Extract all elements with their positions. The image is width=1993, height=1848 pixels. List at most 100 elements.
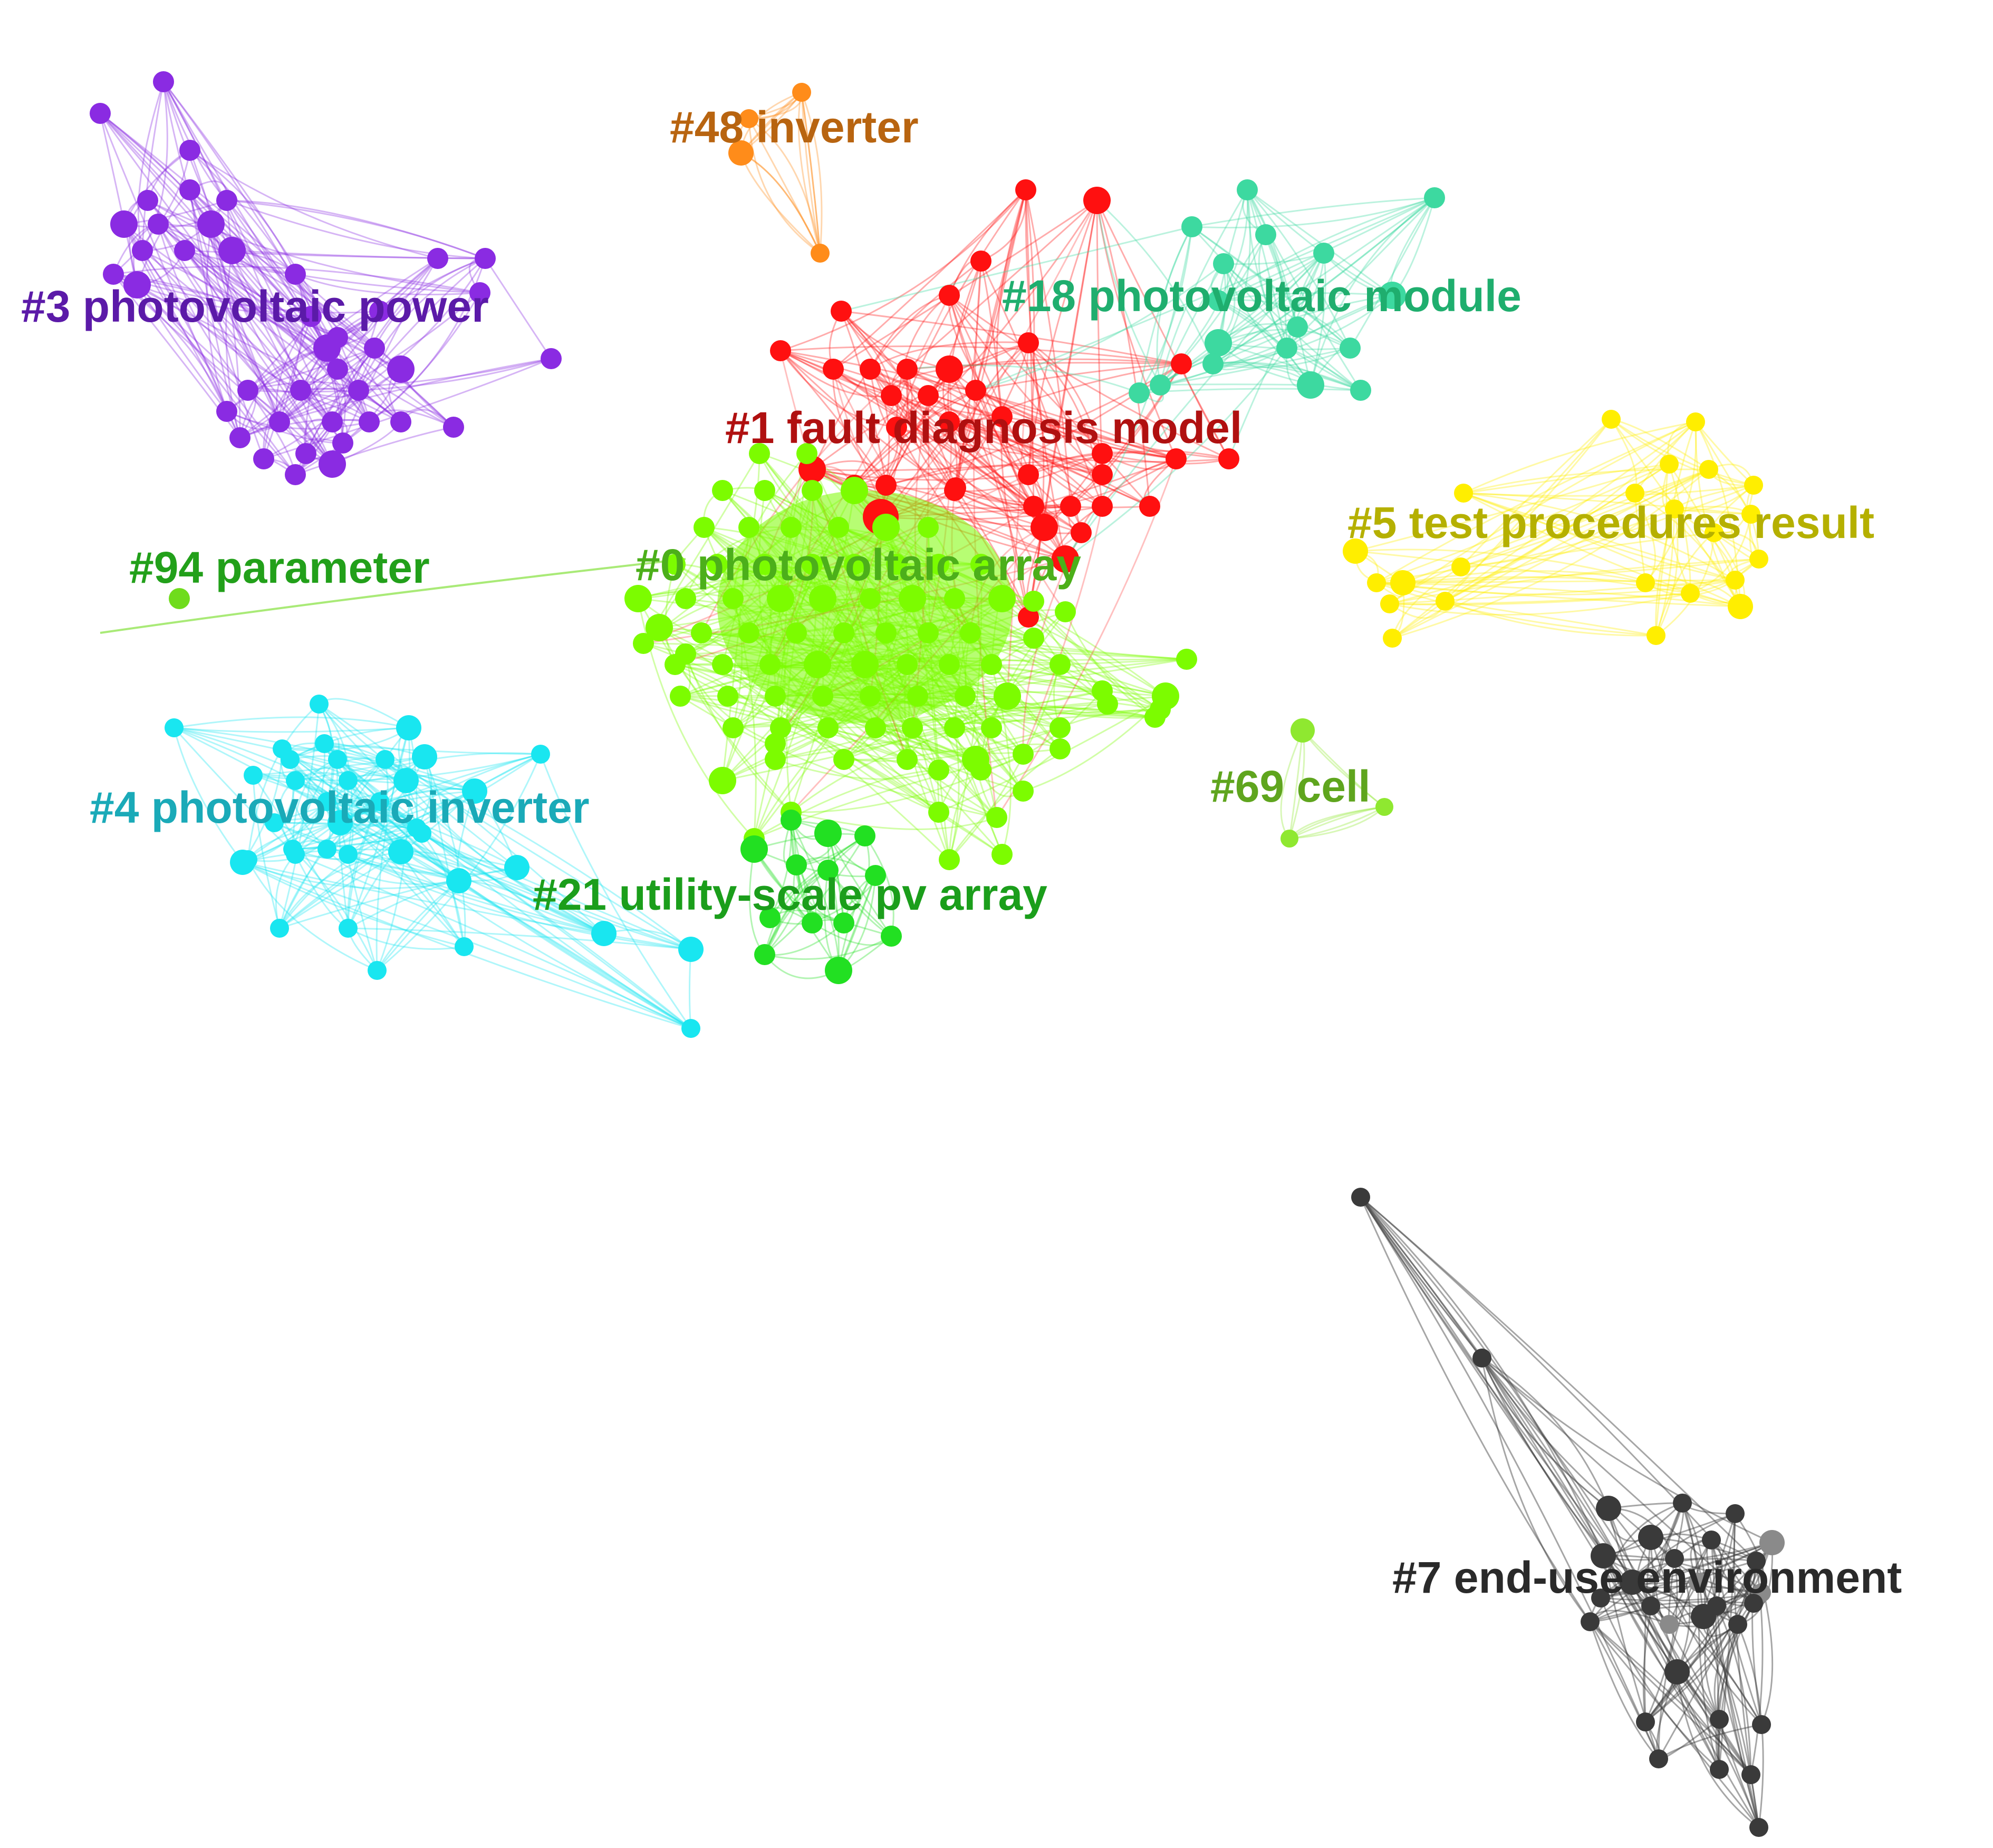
network-edge <box>384 758 691 950</box>
network-edge <box>1096 200 1161 386</box>
network-node-c1 <box>939 285 960 306</box>
network-node-c0 <box>833 622 854 643</box>
network-node-c0 <box>749 443 770 464</box>
network-edge <box>1286 294 1393 349</box>
network-node-c0 <box>918 517 939 538</box>
network-edge <box>675 663 782 729</box>
network-edge <box>975 197 1435 391</box>
node-layer <box>90 71 1785 1837</box>
network-edge <box>1602 1555 1760 1828</box>
network-edge <box>318 704 604 935</box>
network-node-c1 <box>1083 187 1111 214</box>
network-edge <box>99 113 241 438</box>
network-edge <box>948 369 1029 618</box>
network-edge <box>948 189 1027 296</box>
network-edge <box>189 149 296 275</box>
network-edge <box>1217 189 1249 301</box>
network-edge <box>949 421 1150 507</box>
network-node-c5 <box>1665 499 1684 518</box>
network-edge <box>1222 263 1312 386</box>
network-node-c21 <box>854 825 875 846</box>
network-node-c1 <box>970 251 991 272</box>
network-edge <box>1634 492 1741 607</box>
network-edge <box>797 92 821 254</box>
network-edge <box>384 758 691 950</box>
network-edge <box>996 189 1027 417</box>
network-node-c18 <box>1313 243 1334 264</box>
network-edge <box>1600 1585 1762 1599</box>
network-node-c1 <box>886 417 907 438</box>
network-edge <box>1658 1724 1762 1760</box>
network-edge <box>1376 582 1657 637</box>
network-edge <box>1360 1197 1633 1583</box>
network-node-c0 <box>754 480 775 501</box>
network-edge <box>242 861 465 948</box>
network-edge <box>1645 558 1759 586</box>
network-edge <box>727 695 939 771</box>
network-edge <box>358 257 486 391</box>
network-edge <box>1463 484 1754 497</box>
network-node-c1 <box>860 359 881 380</box>
network-node-c0 <box>988 585 1016 612</box>
network-edge <box>779 350 887 486</box>
network-edge <box>423 756 466 947</box>
network-edge <box>292 832 422 850</box>
network-edge <box>1600 1597 1720 1770</box>
network-node-c7 <box>1710 1710 1729 1729</box>
network-node-c0 <box>759 654 781 675</box>
network-edge <box>1191 226 1351 349</box>
network-edge <box>292 790 475 850</box>
network-edge <box>348 853 691 950</box>
network-node-c18 <box>1181 216 1202 237</box>
network-node-c1 <box>1052 545 1079 573</box>
network-node-c1 <box>881 385 902 406</box>
network-edge <box>1655 421 1697 636</box>
network-edge <box>1096 199 1214 364</box>
network-node-c7 <box>1741 1765 1760 1784</box>
network-node-c21 <box>881 926 902 947</box>
network-edge <box>864 835 894 937</box>
network-node-c5 <box>1383 629 1402 648</box>
network-edge <box>282 748 460 882</box>
network-edge <box>99 113 370 422</box>
network-edge <box>780 350 1035 507</box>
network-edge <box>928 394 1103 507</box>
cluster-label-7: #7 end-use environment <box>1392 1553 1902 1602</box>
network-edge <box>347 801 381 929</box>
network-edge <box>1392 468 1709 639</box>
network-node-c4 <box>531 745 550 764</box>
network-edge <box>147 199 454 428</box>
network-edge <box>1600 1558 1757 1599</box>
network-edge <box>348 853 517 875</box>
network-edge <box>242 780 349 863</box>
network-edge <box>980 611 1066 771</box>
network-edge <box>947 261 982 422</box>
network-edge <box>1027 200 1098 475</box>
network-edge <box>1217 189 1248 301</box>
network-node-c21 <box>781 810 802 831</box>
network-node-c3 <box>359 411 380 432</box>
network-edge <box>885 389 976 486</box>
network-node-c1 <box>1031 514 1058 541</box>
network-edge <box>99 112 402 422</box>
network-edge <box>157 224 249 391</box>
network-edge <box>242 861 691 950</box>
network-edge <box>113 273 339 370</box>
network-edge <box>1702 1616 1760 1828</box>
network-node-c0 <box>670 686 691 707</box>
network-edge <box>136 284 296 475</box>
network-edge <box>1402 570 1646 584</box>
network-edge <box>247 703 320 860</box>
network-node-c0 <box>1050 717 1071 738</box>
network-node-c4 <box>462 778 487 804</box>
network-edge <box>1402 468 1709 584</box>
network-edge <box>869 294 950 370</box>
network-edge <box>324 743 418 829</box>
network-node-c0 <box>886 554 907 575</box>
network-edge <box>1668 464 1691 594</box>
network-edge <box>955 342 1029 488</box>
network-edge <box>853 200 1098 486</box>
network-node-c21 <box>833 912 854 933</box>
network-edge <box>184 249 401 423</box>
